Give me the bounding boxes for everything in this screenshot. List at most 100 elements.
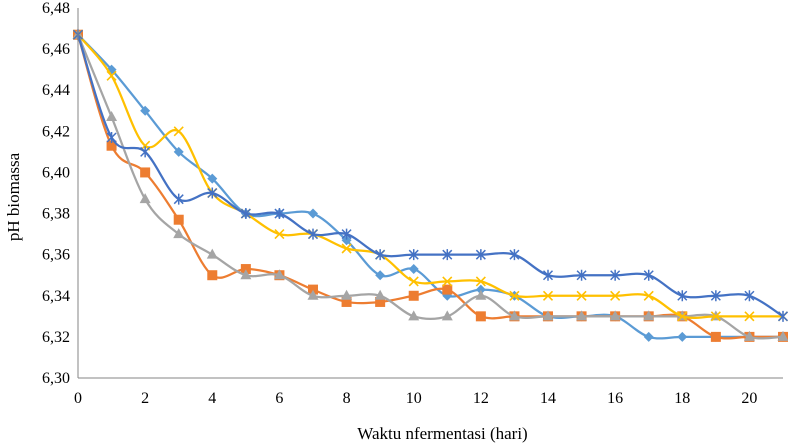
y-tick-label: 6,40 [42,164,70,181]
data-point [274,208,285,220]
data-point [106,140,117,151]
data-point [375,249,386,261]
x-tick-labels: 0 2 4 6 8 10 12 14 16 18 20 [74,390,757,407]
data-point [106,132,117,143]
data-point [307,228,319,240]
data-point [341,289,353,300]
data-point [106,70,117,81]
x-tick-label: 2 [141,390,149,407]
data-point [442,249,453,261]
data-point [610,269,621,281]
data-point [240,264,251,275]
data-point [475,249,486,261]
data-point [173,214,184,225]
series-3 [72,28,788,341]
x-axis-title: Waktu nfermentasi (hari) [357,424,527,443]
data-point [206,248,218,259]
data-point [140,105,151,116]
data-point [777,310,788,322]
data-point [341,235,352,246]
data-point [441,310,453,321]
y-tick-label: 6,48 [42,0,70,17]
x-tick-label: 0 [74,390,82,407]
y-tick-label: 6,36 [42,247,70,264]
data-point [341,296,352,307]
data-point [643,290,654,301]
data-point [710,311,721,322]
y-tick-label: 6,44 [42,82,70,99]
x-tick-label: 18 [674,390,690,407]
data-point [710,290,721,302]
data-point [173,146,184,157]
data-point [710,331,721,342]
data-point [240,269,252,280]
data-point [777,330,788,341]
data-point [677,311,688,322]
data-point [576,310,588,321]
data-point [408,290,419,301]
data-point [375,270,386,281]
data-point [576,269,587,281]
x-tick-label: 6 [275,390,283,407]
data-point [475,276,486,287]
data-point [173,193,184,205]
data-point [308,208,318,219]
data-point [442,284,453,295]
x-tick-label: 16 [607,390,623,407]
series-4 [72,29,788,322]
data-point [173,228,185,239]
data-point [677,290,688,302]
data-point [207,173,218,184]
data-point [509,249,520,261]
data-point [576,290,587,301]
series-layer [72,28,788,342]
y-axis-title: pH biomassa [4,152,23,241]
y-tick-label: 6,30 [42,370,70,387]
data-point [408,276,419,287]
data-point [677,331,688,342]
y-tick-label: 6,38 [42,206,70,223]
x-tick-label: 20 [741,390,757,407]
data-point [375,296,386,307]
data-point [240,208,251,220]
data-point [307,289,319,300]
x-tick-label: 14 [540,390,556,407]
data-point [542,269,554,281]
data-point [610,290,621,301]
y-tick-label: 6,46 [42,41,70,58]
data-point [508,310,520,321]
data-point [374,289,386,300]
data-point [140,146,151,158]
data-point [442,276,453,287]
x-tick-label: 4 [208,390,216,407]
data-point [341,228,352,240]
data-point [173,126,184,137]
data-point [609,310,621,321]
data-point [643,331,654,342]
data-point [408,249,419,261]
data-point [744,290,755,302]
data-point [475,284,486,295]
y-tick-label: 6,32 [42,329,70,346]
x-tick-label: 10 [406,390,422,407]
data-point [207,270,218,281]
series-line [77,34,783,319]
axes [77,8,783,379]
data-point [542,290,554,301]
data-point [643,269,654,281]
y-tick-label: 6,42 [42,123,70,140]
data-point [743,330,755,341]
data-point [408,310,420,321]
data-point [475,289,487,300]
data-point [140,167,151,178]
x-tick-label: 8 [343,390,351,407]
data-point [106,110,118,121]
data-point [509,290,520,301]
series-5 [72,29,788,322]
series-line [76,34,784,318]
data-point [139,193,151,204]
x-tick-label: 12 [473,390,489,407]
data-point [308,284,318,295]
data-point [744,311,755,322]
